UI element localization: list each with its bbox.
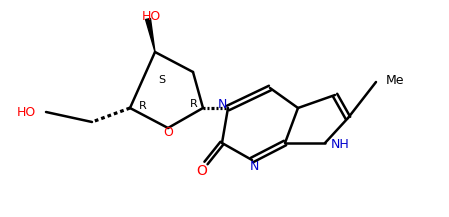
Text: HO: HO <box>141 10 161 23</box>
Text: NH: NH <box>330 138 349 151</box>
Text: Me: Me <box>386 74 405 87</box>
Polygon shape <box>145 18 155 52</box>
Text: N: N <box>217 97 227 110</box>
Text: HO: HO <box>17 105 36 118</box>
Text: R: R <box>190 99 198 109</box>
Text: R: R <box>139 101 147 111</box>
Text: N: N <box>249 159 259 173</box>
Text: O: O <box>197 164 207 178</box>
Text: S: S <box>158 75 166 85</box>
Text: O: O <box>163 127 173 140</box>
